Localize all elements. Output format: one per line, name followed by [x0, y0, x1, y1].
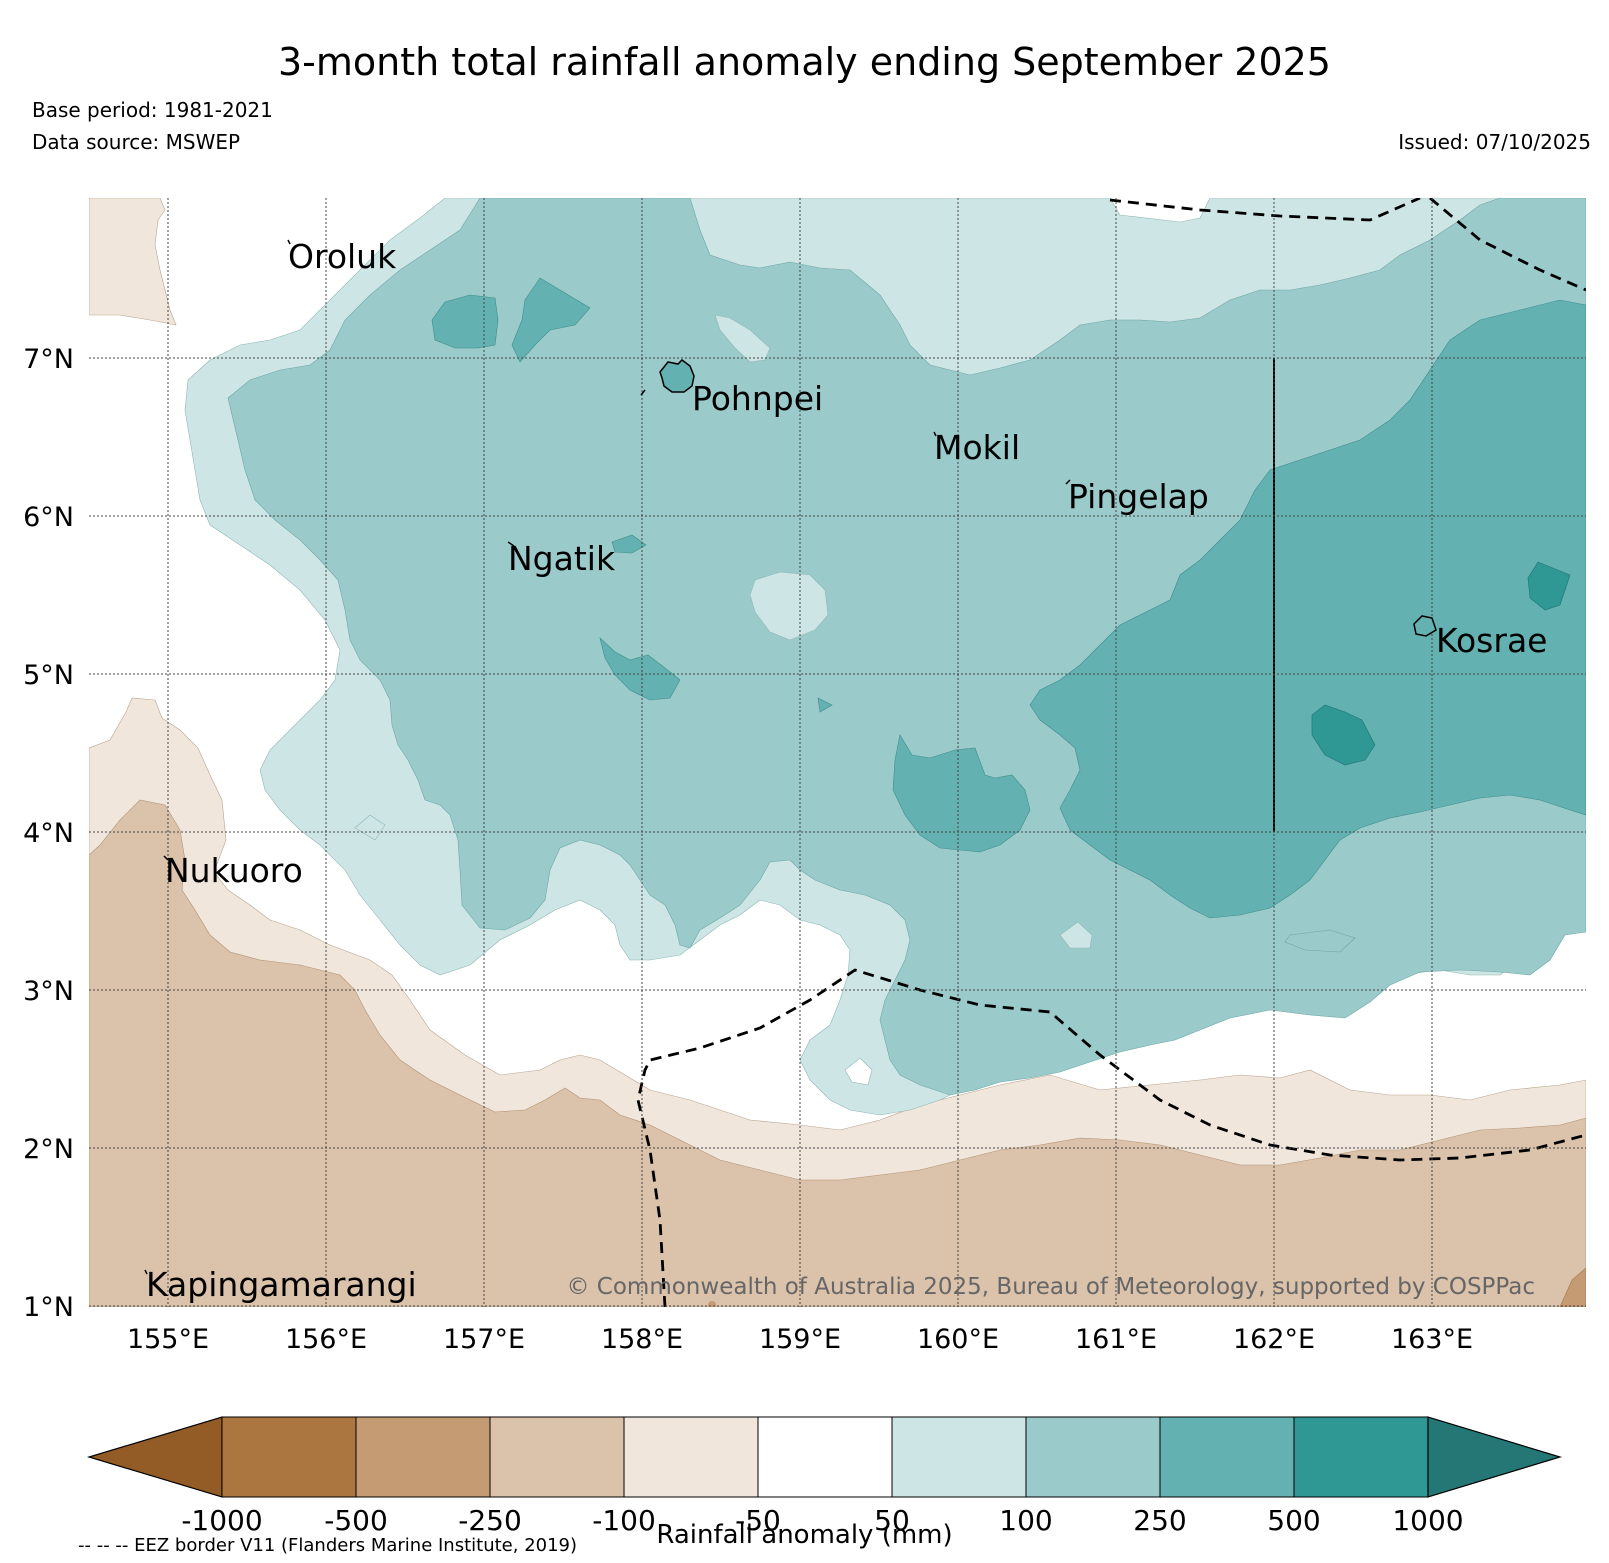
colorbar: -1000 -500 -250 -100 -50 50 100 250 500 … [86, 1416, 1563, 1537]
anomaly-region-plus-250-nw2 [511, 277, 591, 363]
colorbar-title: Rainfall anomaly (mm) [656, 1520, 953, 1550]
island-mark-mokil [933, 431, 937, 437]
anomaly-region-plus-250-small [611, 534, 647, 554]
island-mark-oroluk [287, 239, 291, 245]
anomaly-region-plus-50-hole-d [354, 814, 386, 841]
anomaly-region-plus-250-dot [817, 697, 833, 713]
lat-label-5n: 5°N [23, 660, 74, 691]
anomaly-region-plus-250-mid [599, 637, 681, 701]
island-mark-pohnpei-islet [640, 389, 646, 396]
island-mark-ngatik [507, 541, 515, 547]
island-pohnpei [659, 359, 695, 393]
eez-border-south [636, 968, 1586, 1307]
lon-label-156e: 156°E [285, 1324, 367, 1355]
colorbar-tick-1: -1000 [181, 1504, 262, 1537]
place-label-kapingamarangi: Kapingamarangi [146, 1265, 417, 1304]
colorbar-tick-7: 100 [999, 1504, 1052, 1537]
island-mark-pingelap [1065, 479, 1071, 485]
lat-label-1n: 1°N [23, 1292, 74, 1323]
colorbar-segment-4 [623, 1416, 759, 1498]
place-label-oroluk: Oroluk [288, 237, 397, 276]
lat-axis: 7°N 6°N 5°N 4°N 3°N 2°N 1°N [23, 344, 74, 1323]
lon-label-163e: 163°E [1391, 1324, 1473, 1355]
anomaly-region-plus-50-hole-c [1059, 921, 1093, 949]
lat-label-3n: 3°N [23, 976, 74, 1007]
colorbar-tick-10: 1000 [1392, 1504, 1463, 1537]
anomaly-region-minus-100-north [89, 198, 177, 326]
lat-label-7n: 7°N [23, 344, 74, 375]
eez-border-north [1109, 198, 1421, 222]
anomaly-region-plus-500-b [1527, 561, 1571, 611]
colorbar-segment-5 [757, 1416, 893, 1498]
anomaly-region-plus-250-nw [431, 294, 499, 349]
colorbar-tick-9: 500 [1267, 1504, 1320, 1537]
lon-label-160e: 160°E [917, 1324, 999, 1355]
colorbar-tick-6: 50 [874, 1504, 910, 1537]
anomaly-region-plus-250-south [892, 734, 1031, 853]
colorbar-tick-4: -100 [592, 1504, 656, 1537]
place-label-mokil: Mokil [934, 428, 1020, 467]
lat-label-4n: 4°N [23, 818, 74, 849]
anomaly-region-white-hole [844, 1057, 873, 1086]
colorbar-segment-7 [1025, 1416, 1161, 1498]
eez-borders [636, 198, 1586, 1307]
anomaly-region-plus-250-east [1029, 299, 1586, 919]
colorbar-tick-2: -500 [324, 1504, 388, 1537]
island-kosrae [1413, 615, 1437, 637]
lon-label-157e: 157°E [443, 1324, 525, 1355]
colorbar-segment-1 [221, 1416, 357, 1498]
colorbar-extend-left [86, 1416, 223, 1498]
colorbar-tick-5: -50 [735, 1504, 781, 1537]
eez-footnote: -- -- -- EEZ border V11 (Flanders Marine… [78, 1535, 578, 1556]
lat-label-2n: 2°N [23, 1134, 74, 1165]
place-label-pohnpei: Pohnpei [692, 379, 823, 418]
colorbar-segment-9 [1293, 1416, 1429, 1498]
lon-label-162e: 162°E [1233, 1324, 1315, 1355]
colorbar-tick-3: -250 [458, 1504, 522, 1537]
island-mark-kapinga [144, 1269, 148, 1275]
lon-label-155e: 155°E [127, 1324, 209, 1355]
data-source: Data source: MSWEP [32, 130, 241, 154]
anomaly-region-plus-500-a [1311, 704, 1376, 766]
anomaly-spot-minus-500 [708, 1301, 716, 1307]
place-label-pingelap: Pingelap [1068, 477, 1209, 516]
anomaly-region-minus-250 [89, 799, 1586, 1307]
lon-label-158e: 158°E [601, 1324, 683, 1355]
colorbar-segment-2 [355, 1416, 491, 1498]
map-title: 3-month total rainfall anomaly ending Se… [278, 40, 1331, 84]
colorbar-ticks: -1000 -500 -250 -100 -50 50 100 250 500 … [181, 1504, 1463, 1537]
copyright-notice: © Commonwealth of Australia 2025, Bureau… [566, 1274, 1535, 1300]
gridlines [89, 198, 1586, 1307]
colorbar-tick-8: 250 [1133, 1504, 1186, 1537]
lon-label-161e: 161°E [1075, 1324, 1157, 1355]
anomaly-region-minus-500 [1559, 1267, 1586, 1307]
colorbar-segment-3 [489, 1416, 625, 1498]
island-mark-nukuoro [163, 855, 169, 861]
issued-date: Issued: 07/10/2025 [1398, 130, 1591, 154]
colorbar-extend-right [1427, 1416, 1563, 1498]
lon-axis: 155°E 156°E 157°E 158°E 159°E 160°E 161°… [127, 1324, 1473, 1355]
place-label-kosrae: Kosrae [1436, 621, 1547, 660]
place-label-ngatik: Ngatik [508, 539, 616, 578]
eez-border-ne [1429, 198, 1586, 292]
anomaly-region-plus-100-hole-a [1284, 929, 1356, 953]
anomaly-region-plus-50-hole-b [714, 314, 771, 363]
colorbar-segment-8 [1159, 1416, 1295, 1498]
place-label-nukuoro: Nukuoro [165, 851, 303, 890]
lat-label-6n: 6°N [23, 502, 74, 533]
base-period: Base period: 1981-2021 [32, 98, 273, 122]
map-plot [89, 198, 1586, 1307]
colorbar-segment-6 [891, 1416, 1027, 1498]
lon-label-159e: 159°E [759, 1324, 841, 1355]
